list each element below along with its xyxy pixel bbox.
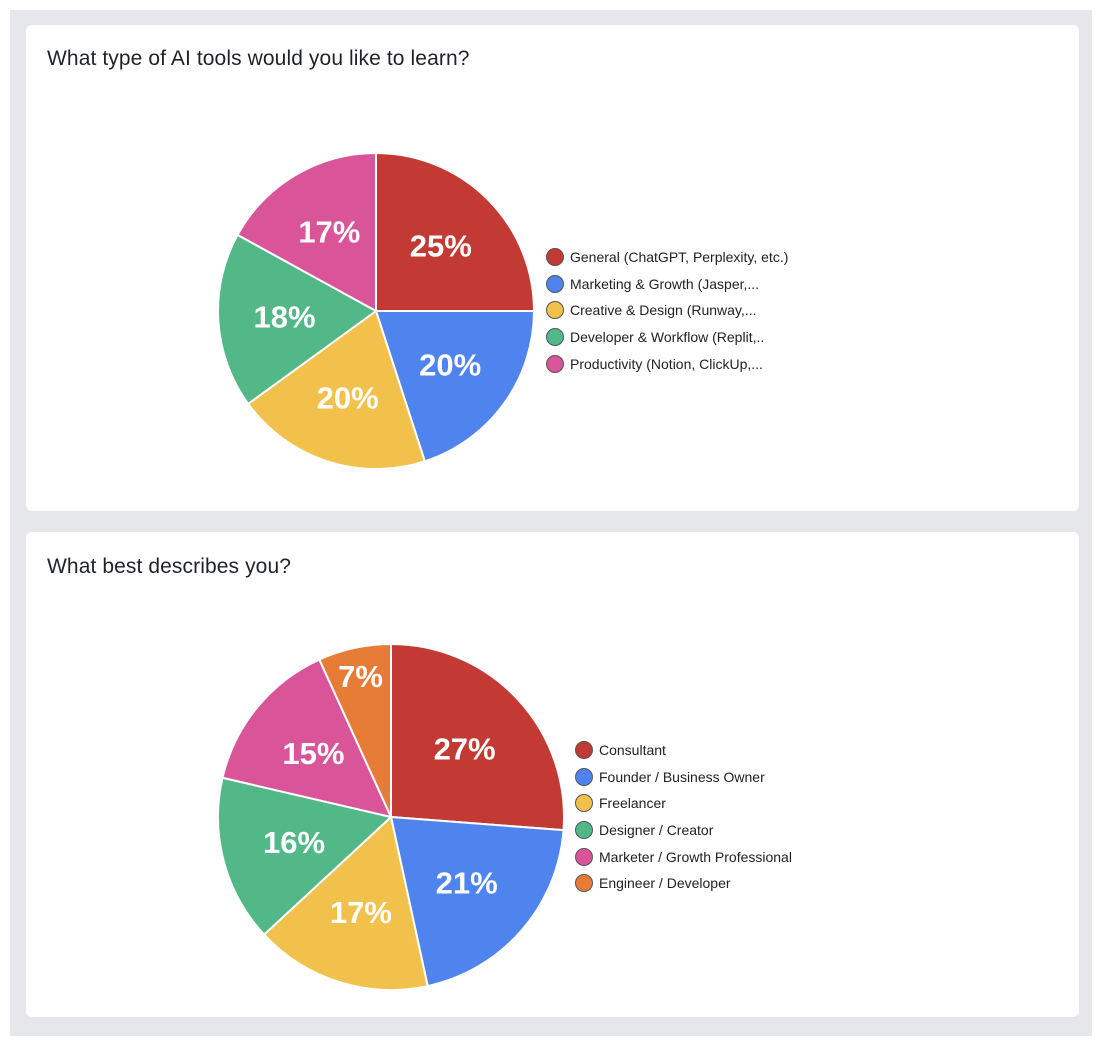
pie-chart-describes-you: 27% 21% 17%16% 15% 7% [217,643,565,991]
pie-slice-consultant[interactable] [390,643,565,832]
slice-label: 15% [282,736,344,771]
legend-item-marketer-growth-professional[interactable]: Marketer / Growth Professional [575,843,792,870]
legend-swatch [575,794,593,813]
legend-swatch [575,767,593,786]
legend-label: Founder / Business Owner [599,768,765,785]
slice-label: 18% [254,299,316,334]
pie-slice-general-chatgpt-perplexity-etc[interactable] [375,152,535,312]
legend-item-engineer-developer[interactable]: Engineer / Developer [575,870,792,897]
legend-label: Creative & Design (Runway,... [570,302,757,319]
legend-item-founder-business-owner[interactable]: Founder / Business Owner [575,764,792,791]
pie-slice-productivity-notion-clickup[interactable] [236,152,377,312]
slice-label: 25% [410,229,472,264]
legend-swatch [575,741,593,760]
legend-item-creative-design-runway[interactable]: Creative & Design (Runway,... [546,297,788,324]
chart-card-ai-tools: What type of AI tools would you like to … [26,25,1079,511]
legend-swatch [575,847,593,866]
pie-slice-founder-business-owner[interactable] [390,816,565,988]
legend-label: Developer & Workflow (Replit,.. [570,329,765,346]
pie-slice-marketing-growth-jasper[interactable] [375,310,535,463]
slice-label: 20% [317,381,379,416]
legend-item-developer-workflow-replit[interactable]: Developer & Workflow (Replit,.. [546,324,788,351]
legend-item-designer-creator[interactable]: Designer / Creator [575,817,792,844]
pie-slice-designer-creator[interactable] [217,776,392,936]
pie-chart-ai-tools: 25% 20% 20% 18% 17% [216,152,535,470]
chart-title: What best describes you? [47,555,292,578]
legend-swatch [546,248,564,267]
legend-item-general-chatgpt-perplexity-etc[interactable]: General (ChatGPT, Perplexity, etc.) [546,244,788,271]
legend-swatch [575,874,593,893]
legend-swatch [546,328,564,347]
chart-legend: General (ChatGPT, Perplexity, etc.) Marke… [546,244,788,377]
chart-card-describes-you: What best describes you? 27% 21% 17% 16% 15%… [26,532,1079,1017]
chart-title: What type of AI tools would you like to … [47,47,470,70]
pie-slice-marketer-growth-professional[interactable] [221,658,392,818]
legend-label: Marketer / Growth Professional [599,848,792,865]
pie-slice-creative-design-runway[interactable] [247,310,426,470]
slice-label: 21% [436,865,498,900]
legend-label: General (ChatGPT, Perplexity, etc.) [570,249,789,266]
legend-label: Engineer / Developer [599,875,731,892]
slice-label: 7% [338,659,383,694]
legend-item-marketing-growth-jasper[interactable]: Marketing & Growth (Jasper,... [546,271,788,298]
legend-item-consultant[interactable]: Consultant [575,737,792,764]
legend-swatch [546,274,564,293]
slice-label: 17% [298,215,360,250]
legend-swatch [546,354,564,373]
pie-slice-developer-workflow-replit[interactable] [216,233,377,405]
pie-slice-engineer-developer[interactable] [318,643,392,818]
legend-item-freelancer[interactable]: Freelancer [575,790,792,817]
legend-label: Marketing & Growth (Jasper,... [570,275,760,292]
slice-label: 17% [330,895,392,930]
slice-label: 20% [419,347,481,382]
legend-label: Freelancer [599,795,666,812]
pie-slice-freelancer[interactable] [263,816,429,991]
legend-label: Consultant [599,742,666,759]
legend-swatch [546,301,564,320]
chart-legend: Consultant Founder / Business Owner Freela… [575,737,792,897]
legend-swatch [575,821,593,840]
slice-label: 16% [263,825,325,860]
legend-label: Productivity (Notion, ClickUp,... [570,355,763,372]
dashboard-background: What type of AI tools would you like to … [10,10,1092,1036]
legend-item-productivity-notion-clickup[interactable]: Productivity (Notion, ClickUp,... [546,350,788,377]
legend-label: Designer / Creator [599,822,714,839]
slice-label: 27% [434,731,496,766]
